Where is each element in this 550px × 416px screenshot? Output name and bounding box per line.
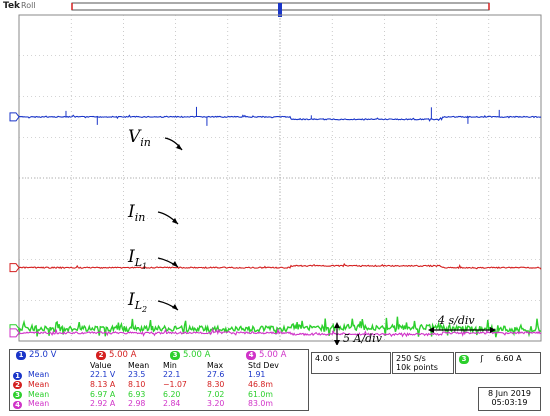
trigger-box[interactable]: 3 ʃ 6.60 A [455, 352, 541, 374]
channel-scale-value: 5.00 A [109, 350, 137, 360]
measurement-cell: 22.1 [163, 370, 181, 379]
date-text: 8 Jun 2019 [487, 389, 532, 398]
brand-text: Tek [3, 1, 21, 11]
measurement-cell: 46.8m [248, 379, 273, 389]
measurement-cell: 6.97 A [90, 389, 116, 399]
measurement-header-cell: Max [207, 361, 224, 370]
measurement-row: 1 Mean 22.1 V 23.5 22.1 27.6 1.91 [10, 370, 308, 380]
record-length: 10k points [396, 363, 438, 372]
measurement-header-cell: Value [90, 361, 112, 370]
annotations: 5 A/div 4 s/div [334, 314, 496, 345]
trace-i-l1 [18, 316, 542, 338]
measurement-cell: 8.13 A [90, 379, 116, 389]
measurement-type: Mean [28, 399, 50, 409]
channel-marker-2[interactable] [9, 263, 20, 273]
channel-scale-value: 5.00 A [259, 350, 287, 360]
measurement-row: 4 Mean 2.92 A 2.98 2.84 3.20 83.0m [10, 399, 308, 409]
measurement-cell: 1.91 [248, 370, 266, 379]
channel-badge: 3 [170, 351, 180, 360]
measurement-cell: 7.02 [207, 389, 225, 399]
acquisition-box[interactable]: 250 S/s 10k points [392, 352, 454, 374]
trigger-channel-badge: 3 [459, 355, 469, 364]
measurement-cell: 23.5 [128, 370, 146, 379]
measurement-cell: 2.98 [128, 399, 146, 409]
channel-scale-2[interactable]: 2 5.00 A [96, 350, 136, 361]
channel-scale-value: 25.0 V [29, 350, 57, 360]
x-scale-arrowhead-right [490, 327, 496, 333]
trigger-level: 6.60 A [495, 354, 522, 363]
acquisition-mode: Roll [21, 1, 36, 10]
y-scale-arrowhead-up [334, 322, 340, 328]
y-scale-arrowhead-down [334, 340, 340, 345]
grid [18, 14, 542, 342]
measurement-type: Mean [28, 370, 50, 379]
measurement-table: Value Mean Min Max Std Dev 1 Mean 22.1 V 23.5 22… [9, 360, 309, 411]
measurement-cell: 6.20 [163, 389, 181, 399]
measurement-header-cell: Std Dev [248, 361, 279, 370]
y-scale-label: 5 A/div [343, 332, 383, 345]
x-scale-arrowhead-left [428, 327, 434, 333]
trace-label-i-l1: IL1 [127, 247, 147, 271]
datetime-box: 8 Jun 2019 05:03:19 [478, 387, 541, 411]
measurement-header: Value Mean Min Max Std Dev [10, 361, 308, 371]
trace-label-i-in: Iin [127, 202, 145, 224]
arrow-head [172, 304, 178, 310]
measurement-cell: −1.07 [163, 379, 187, 389]
time-text: 05:03:19 [491, 398, 528, 407]
trace-label-v-in: Vin [128, 127, 151, 149]
measurement-header-cell: Min [163, 361, 177, 370]
channel-scale-1[interactable]: 1 25.0 V [16, 350, 56, 361]
measurement-channel-badge: 2 [13, 381, 22, 390]
timebase-value: 4.00 s [315, 354, 340, 363]
trace-i-l2 [18, 327, 542, 338]
channel-scale-value: 5.00 A [183, 350, 211, 360]
trigger-slope-icon: ʃ [480, 354, 484, 363]
arrow-head [172, 218, 178, 224]
channel-badge: 2 [96, 351, 106, 360]
arrow-head [172, 261, 178, 267]
measurement-header-cell: Mean [128, 361, 150, 370]
traces [18, 106, 542, 338]
measurement-cell: 2.84 [163, 399, 181, 409]
measurement-cell: 8.10 [128, 379, 146, 389]
measurement-row: 2 Mean 8.13 A 8.10 −1.07 8.30 46.8m [10, 380, 308, 390]
trace-v-in [18, 114, 542, 122]
channel-badge: 1 [16, 351, 26, 360]
channel-scale-4[interactable]: 4 5.00 A [246, 350, 286, 361]
arrow-head [176, 144, 182, 150]
measurement-type: Mean [28, 389, 50, 399]
measurement-channel-badge: 3 [13, 391, 22, 400]
channel-marker-4[interactable] [9, 328, 20, 338]
channel-marker-1[interactable] [9, 112, 20, 122]
measurement-cell: 22.1 V [90, 370, 116, 379]
trace-labels: Vin Iin IL1 IL2 [127, 127, 183, 314]
channel-scale-3[interactable]: 3 5.00 A [170, 350, 210, 361]
channel-markers [9, 112, 20, 338]
trace-i-in [18, 262, 542, 270]
sample-rate: 250 S/s [396, 354, 426, 363]
channel-badge: 4 [246, 351, 256, 360]
measurement-cell: 2.92 A [90, 399, 116, 409]
trace-label-i-l2: IL2 [127, 290, 147, 314]
measurement-cell: 8.30 [207, 379, 225, 389]
x-scale-label: 4 s/div [437, 314, 475, 327]
waveform-plot: Vin Iin IL1 IL2 5 A/div 4 s/div [9, 2, 542, 345]
measurement-cell: 6.93 [128, 389, 146, 399]
measurement-cell: 3.20 [207, 399, 225, 409]
measurement-channel-badge: 1 [13, 371, 22, 380]
measurement-cell: 61.0m [248, 389, 273, 399]
measurement-cell: 83.0m [248, 399, 273, 409]
measurement-cell: 27.6 [207, 370, 225, 379]
measurement-type: Mean [28, 379, 50, 389]
measurement-row: 3 Mean 6.97 A 6.93 6.20 7.02 61.0m [10, 390, 308, 400]
record-bar-position [278, 3, 282, 17]
timebase-box[interactable]: 4.00 s [311, 352, 391, 374]
brand-label: TekRoll [3, 1, 36, 11]
measurement-channel-badge: 4 [13, 400, 22, 409]
